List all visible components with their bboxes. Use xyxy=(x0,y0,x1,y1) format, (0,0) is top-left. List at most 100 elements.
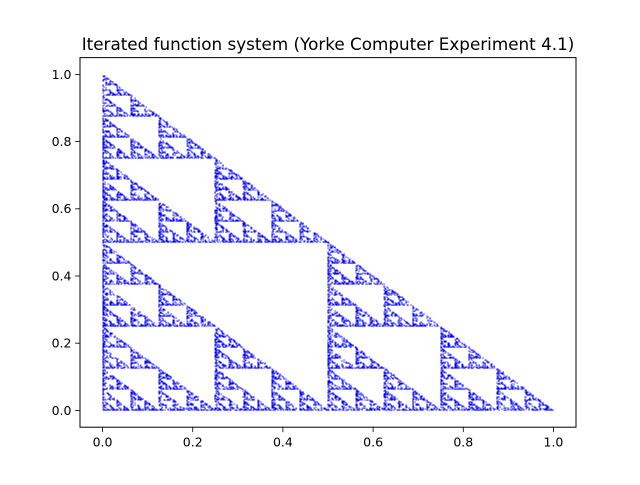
data-point xyxy=(338,304,340,306)
data-point xyxy=(357,363,359,365)
data-point xyxy=(276,235,278,237)
data-point xyxy=(470,362,472,364)
data-point xyxy=(440,346,442,348)
data-point xyxy=(141,241,143,243)
data-point xyxy=(217,354,219,356)
data-point xyxy=(173,384,175,386)
data-point xyxy=(243,187,245,189)
data-point xyxy=(313,240,315,242)
data-point xyxy=(330,283,332,285)
data-point xyxy=(529,398,531,400)
data-point xyxy=(446,378,448,380)
data-point xyxy=(164,315,166,317)
data-point xyxy=(112,168,114,170)
data-point xyxy=(221,184,223,186)
data-point xyxy=(204,319,206,321)
data-point xyxy=(328,366,330,368)
data-point xyxy=(248,409,250,411)
data-point xyxy=(224,186,226,188)
data-point xyxy=(523,387,525,389)
data-point xyxy=(104,357,106,359)
data-point xyxy=(206,409,208,411)
data-point xyxy=(104,383,106,385)
data-point xyxy=(131,311,133,313)
data-point xyxy=(186,227,188,229)
data-point xyxy=(271,380,273,382)
data-point xyxy=(327,343,329,345)
data-point xyxy=(105,210,107,212)
data-point xyxy=(112,376,114,378)
data-point xyxy=(114,178,116,180)
data-point xyxy=(328,273,330,275)
data-point xyxy=(186,157,188,159)
data-point xyxy=(327,253,329,255)
data-point xyxy=(426,324,428,326)
data-point xyxy=(130,360,132,362)
data-point xyxy=(116,170,118,172)
data-point xyxy=(271,208,273,210)
data-point xyxy=(106,224,108,226)
data-point xyxy=(346,283,348,285)
data-point xyxy=(153,366,155,368)
data-point xyxy=(331,409,333,411)
data-point xyxy=(123,136,125,138)
data-point xyxy=(215,361,217,363)
data-point xyxy=(103,373,105,375)
data-point xyxy=(173,325,175,327)
data-point xyxy=(207,157,209,159)
data-point xyxy=(428,404,430,406)
data-point xyxy=(264,196,266,198)
data-point xyxy=(185,325,187,327)
data-point xyxy=(447,396,449,398)
data-point xyxy=(334,289,336,291)
data-point xyxy=(102,316,104,318)
data-point xyxy=(104,115,106,117)
data-point xyxy=(222,228,224,230)
data-point xyxy=(327,300,329,302)
data-point xyxy=(103,135,105,137)
data-point xyxy=(155,115,157,117)
data-point xyxy=(229,366,231,368)
data-point xyxy=(412,407,414,409)
data-point xyxy=(384,404,386,406)
data-point xyxy=(112,144,114,146)
data-point xyxy=(117,235,119,237)
data-point xyxy=(328,327,330,329)
data-point xyxy=(106,313,108,315)
data-point xyxy=(279,207,281,209)
data-point xyxy=(228,188,230,190)
data-point xyxy=(517,388,519,390)
data-point xyxy=(102,229,104,231)
data-point xyxy=(164,204,166,206)
data-point xyxy=(225,409,227,411)
data-point xyxy=(407,386,409,388)
data-point xyxy=(141,104,143,106)
data-point xyxy=(234,215,236,217)
data-point xyxy=(120,298,122,300)
data-point xyxy=(144,318,146,320)
data-point xyxy=(402,408,404,410)
data-point xyxy=(331,388,333,390)
data-point xyxy=(447,375,449,377)
data-point xyxy=(288,401,290,403)
data-point xyxy=(117,358,119,360)
data-point xyxy=(242,181,244,183)
data-point xyxy=(215,200,217,202)
data-point xyxy=(215,172,217,174)
data-point xyxy=(485,409,487,411)
data-point xyxy=(108,189,110,191)
data-point xyxy=(440,397,442,399)
data-point xyxy=(244,393,246,395)
data-point xyxy=(179,136,181,138)
data-point xyxy=(385,301,387,303)
data-point xyxy=(117,199,119,201)
data-point xyxy=(115,325,117,327)
data-point xyxy=(104,264,106,266)
data-point xyxy=(119,220,121,222)
data-point xyxy=(243,228,245,230)
data-point xyxy=(233,403,235,405)
data-point xyxy=(218,351,220,353)
data-point xyxy=(106,157,108,159)
data-point xyxy=(116,364,118,366)
data-point xyxy=(244,185,246,187)
